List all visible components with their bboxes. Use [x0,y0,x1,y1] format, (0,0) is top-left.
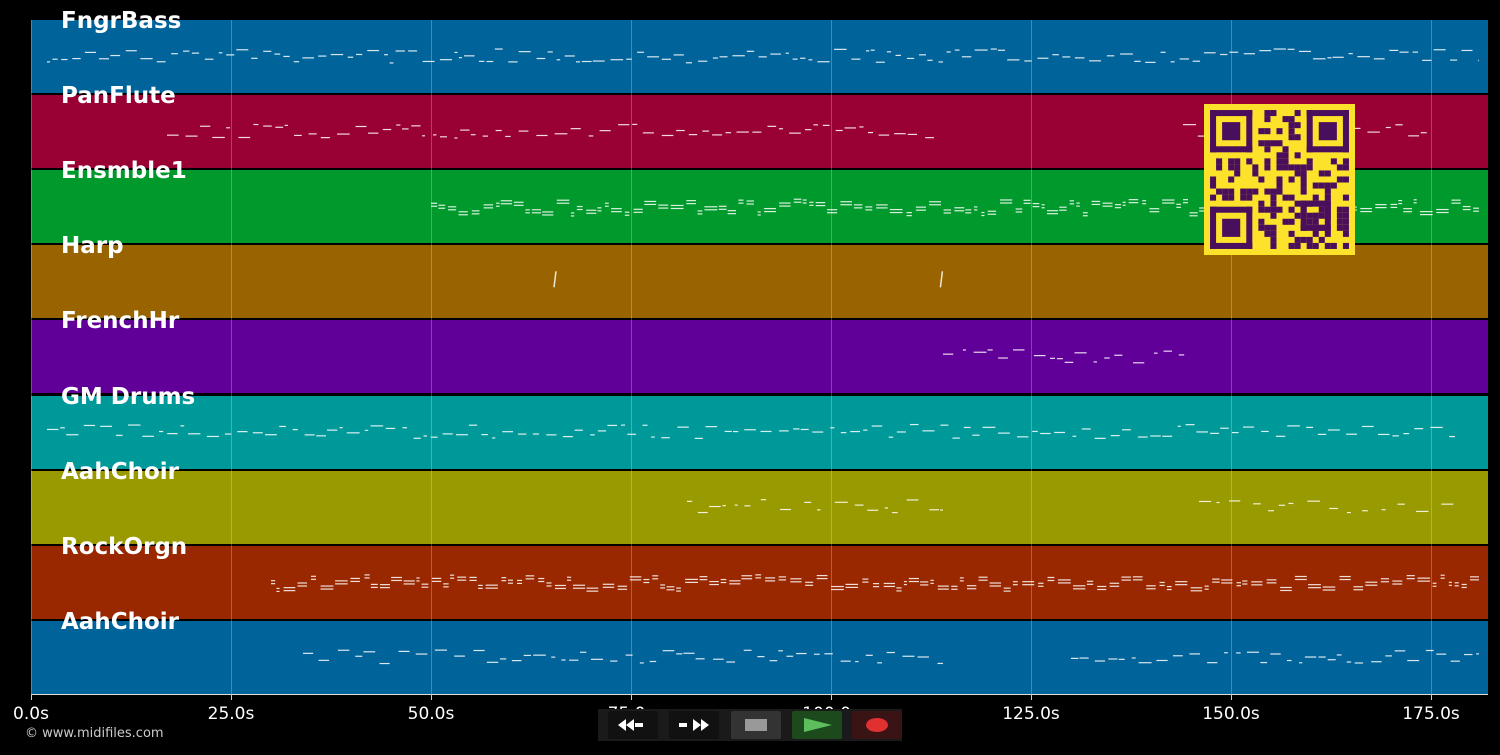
track-lane[interactable] [31,470,1488,544]
grid-line [1431,20,1432,694]
tick-mark [231,694,232,700]
tick-mark [1031,694,1032,700]
track-name: FrenchHr [61,308,180,335]
tick-mark [631,694,632,700]
rewind-button[interactable] [608,711,658,739]
tick-label: 175.0s [1402,704,1460,724]
track-name: AahChoir [61,458,179,485]
record-button[interactable] [852,711,902,739]
track-name: Harp [61,233,124,260]
tick-label: 125.0s [1002,704,1060,724]
tick-mark [1231,694,1232,700]
stop-button[interactable] [731,711,781,739]
qr-code [1204,104,1355,255]
fast-forward-button[interactable] [669,711,719,739]
tick-label: 0.0s [13,704,49,724]
transport-controls [598,709,902,741]
track-name: RockOrgn [61,533,188,560]
track-name: AahChoir [61,608,179,635]
grid-line [831,20,832,694]
track-lane[interactable] [31,620,1488,694]
grid-line [1231,20,1232,694]
play-button[interactable] [792,711,842,739]
copyright-text: © www.midifiles.com [25,726,164,741]
play-icon [804,718,832,732]
grid-line [31,20,32,694]
tick-mark [31,694,32,700]
tick-label: 50.0s [407,704,455,724]
grid-line [1031,20,1032,694]
qr-code-image [1210,110,1349,249]
tick-label: 25.0s [207,704,255,724]
track-lane[interactable] [31,545,1488,619]
grid-line [231,20,232,694]
rewind-icon [618,719,643,731]
track-lane[interactable] [31,320,1488,394]
stop-icon [745,719,767,731]
tick-mark [831,694,832,700]
track-lane[interactable] [31,245,1488,319]
tick-mark [1431,694,1432,700]
record-icon [866,718,888,732]
track-name: PanFlute [61,83,176,110]
track-name: Ensmble1 [61,158,187,185]
track-lane[interactable] [31,20,1488,93]
fast-forward-icon [679,719,709,731]
track-lane[interactable] [31,395,1488,469]
grid-line [431,20,432,694]
tick-mark [431,694,432,700]
track-name: GM Drums [61,383,196,410]
grid-line [631,20,632,694]
track-name: FngrBass [61,8,182,34]
tick-label: 150.0s [1202,704,1260,724]
time-axis-line [31,694,1488,695]
